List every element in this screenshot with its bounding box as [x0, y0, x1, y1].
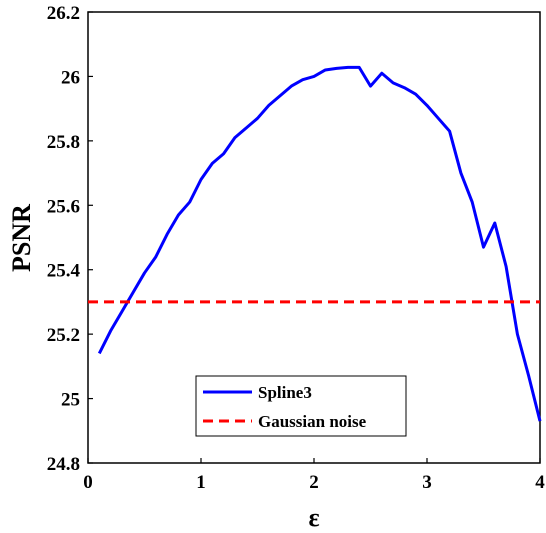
- x-axis-label: ε: [308, 503, 319, 532]
- y-tick-label: 24.8: [47, 454, 80, 475]
- x-tick-label: 0: [83, 472, 93, 493]
- x-tick-label: 3: [422, 472, 432, 493]
- y-axis-ticks: 24.8 25 25.2 25.4 25.6 25.8 26 26.2: [47, 3, 93, 475]
- x-tick-label: 4: [535, 472, 545, 493]
- series-layer: [88, 65, 542, 422]
- legend: Spline3 Gaussian noise: [195, 375, 407, 437]
- y-axis-label: PSNR: [7, 204, 36, 272]
- y-tick-label: 25.2: [47, 325, 80, 346]
- y-tick-label: 25.8: [47, 132, 80, 153]
- y-tick-label: 25.6: [47, 196, 80, 217]
- x-tick-label: 2: [309, 472, 319, 493]
- legend-box: [195, 375, 407, 437]
- y-tick-label: 26.2: [47, 3, 80, 24]
- y-tick-label: 25.4: [47, 261, 81, 282]
- legend-label-spline3: Spline3: [258, 383, 312, 402]
- x-axis-ticks: 0 1 2 3 4: [83, 458, 545, 493]
- legend-label-gaussian-noise: Gaussian noise: [258, 412, 367, 431]
- x-tick-label: 1: [196, 472, 206, 493]
- y-tick-label: 25: [61, 390, 80, 411]
- y-tick-label: 26: [61, 67, 80, 88]
- series-line-spline3: [97, 65, 542, 422]
